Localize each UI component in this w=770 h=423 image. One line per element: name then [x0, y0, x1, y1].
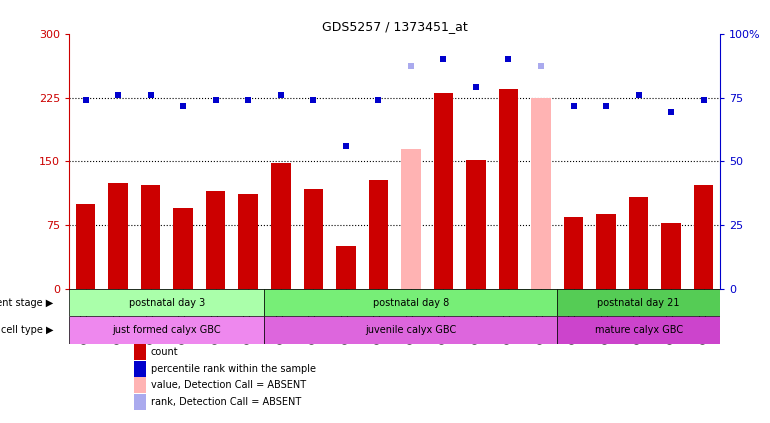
Text: postnatal day 3: postnatal day 3	[129, 297, 205, 308]
Bar	[661, 222, 681, 289]
Text: postnatal day 21: postnatal day 21	[598, 297, 680, 308]
Text: juvenile calyx GBC: juvenile calyx GBC	[365, 325, 457, 335]
Text: development stage ▶: development stage ▶	[0, 297, 53, 308]
Text: cell type ▶: cell type ▶	[1, 325, 53, 335]
Bar	[434, 93, 454, 289]
Bar	[557, 316, 720, 343]
Bar	[75, 204, 95, 289]
Bar	[135, 394, 146, 410]
Text: value, Detection Call = ABSENT: value, Detection Call = ABSENT	[151, 380, 306, 390]
Text: postnatal day 8: postnatal day 8	[373, 297, 449, 308]
Text: just formed calyx GBC: just formed calyx GBC	[112, 325, 221, 335]
Bar	[401, 148, 420, 289]
Bar	[557, 289, 720, 316]
Bar	[109, 183, 128, 289]
Bar	[303, 189, 323, 289]
Bar	[69, 289, 265, 316]
Bar	[564, 217, 584, 289]
Bar	[265, 316, 557, 343]
Bar	[265, 289, 557, 316]
Bar	[141, 185, 160, 289]
Bar	[69, 316, 265, 343]
Bar	[596, 214, 616, 289]
Bar	[629, 197, 648, 289]
Bar	[135, 344, 146, 360]
Bar	[531, 98, 551, 289]
Bar	[239, 194, 258, 289]
Bar	[336, 246, 356, 289]
Bar	[206, 191, 226, 289]
Text: rank, Detection Call = ABSENT: rank, Detection Call = ABSENT	[151, 397, 301, 407]
Bar	[466, 159, 486, 289]
Bar	[135, 360, 146, 376]
Text: mature calyx GBC: mature calyx GBC	[594, 325, 683, 335]
Bar	[369, 180, 388, 289]
Bar	[271, 163, 290, 289]
Bar	[694, 185, 714, 289]
Bar	[499, 89, 518, 289]
Bar	[135, 377, 146, 393]
Text: count: count	[151, 347, 179, 357]
Bar	[173, 208, 193, 289]
Title: GDS5257 / 1373451_at: GDS5257 / 1373451_at	[322, 20, 467, 33]
Text: percentile rank within the sample: percentile rank within the sample	[151, 363, 316, 374]
